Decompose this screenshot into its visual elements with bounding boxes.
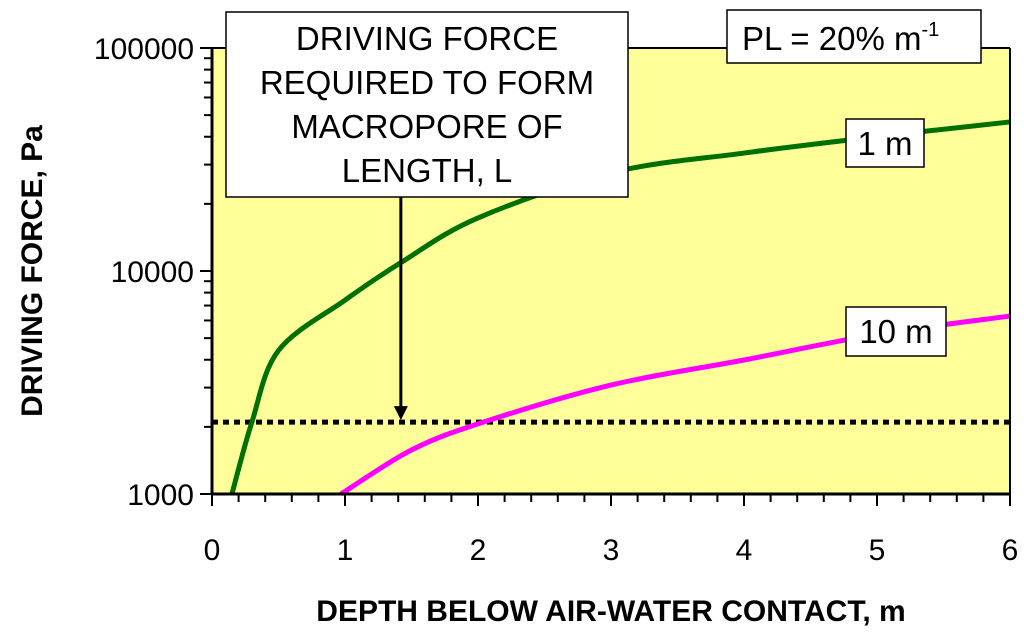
x-axis-label: DEPTH BELOW AIR-WATER CONTACT, m [316,595,905,628]
y-tick-label: 10000 [111,256,194,289]
x-tick-label: 2 [470,534,487,567]
x-tick-label: 6 [1002,534,1019,567]
series-label-1m: 1 m [845,118,925,168]
y-tick-label: 1000 [127,479,194,512]
y-axis-label: DRIVING FORCE, Pa [16,125,49,417]
x-tick-label: 3 [603,534,620,567]
annotation-line-2: REQUIRED TO FORM [260,64,594,101]
annotation-box: DRIVING FORCE REQUIRED TO FORM MACROPORE… [225,11,629,198]
x-tick-label: 5 [869,534,886,567]
y-tick-label: 100000 [94,33,194,66]
svg-text:1 m: 1 m [857,125,912,162]
annotation-line-3: MACROPORE OF [291,108,562,145]
arrow-head [393,406,408,421]
annotation-line-1: DRIVING FORCE [296,20,558,57]
series-label-10m: 10 m [845,306,947,357]
series-line-1m [229,119,1011,495]
annotation-arrow [393,197,408,421]
parameter-box: PL = 20% m-1 [726,9,982,64]
parameter-label: PL = 20% m-1 [742,19,939,57]
x-tick-label: 0 [204,534,221,567]
x-tick-label: 1 [337,534,354,567]
x-tick-label: 4 [736,534,753,567]
svg-text:10 m: 10 m [859,313,932,350]
annotation-line-4: LENGTH, L [342,152,513,189]
